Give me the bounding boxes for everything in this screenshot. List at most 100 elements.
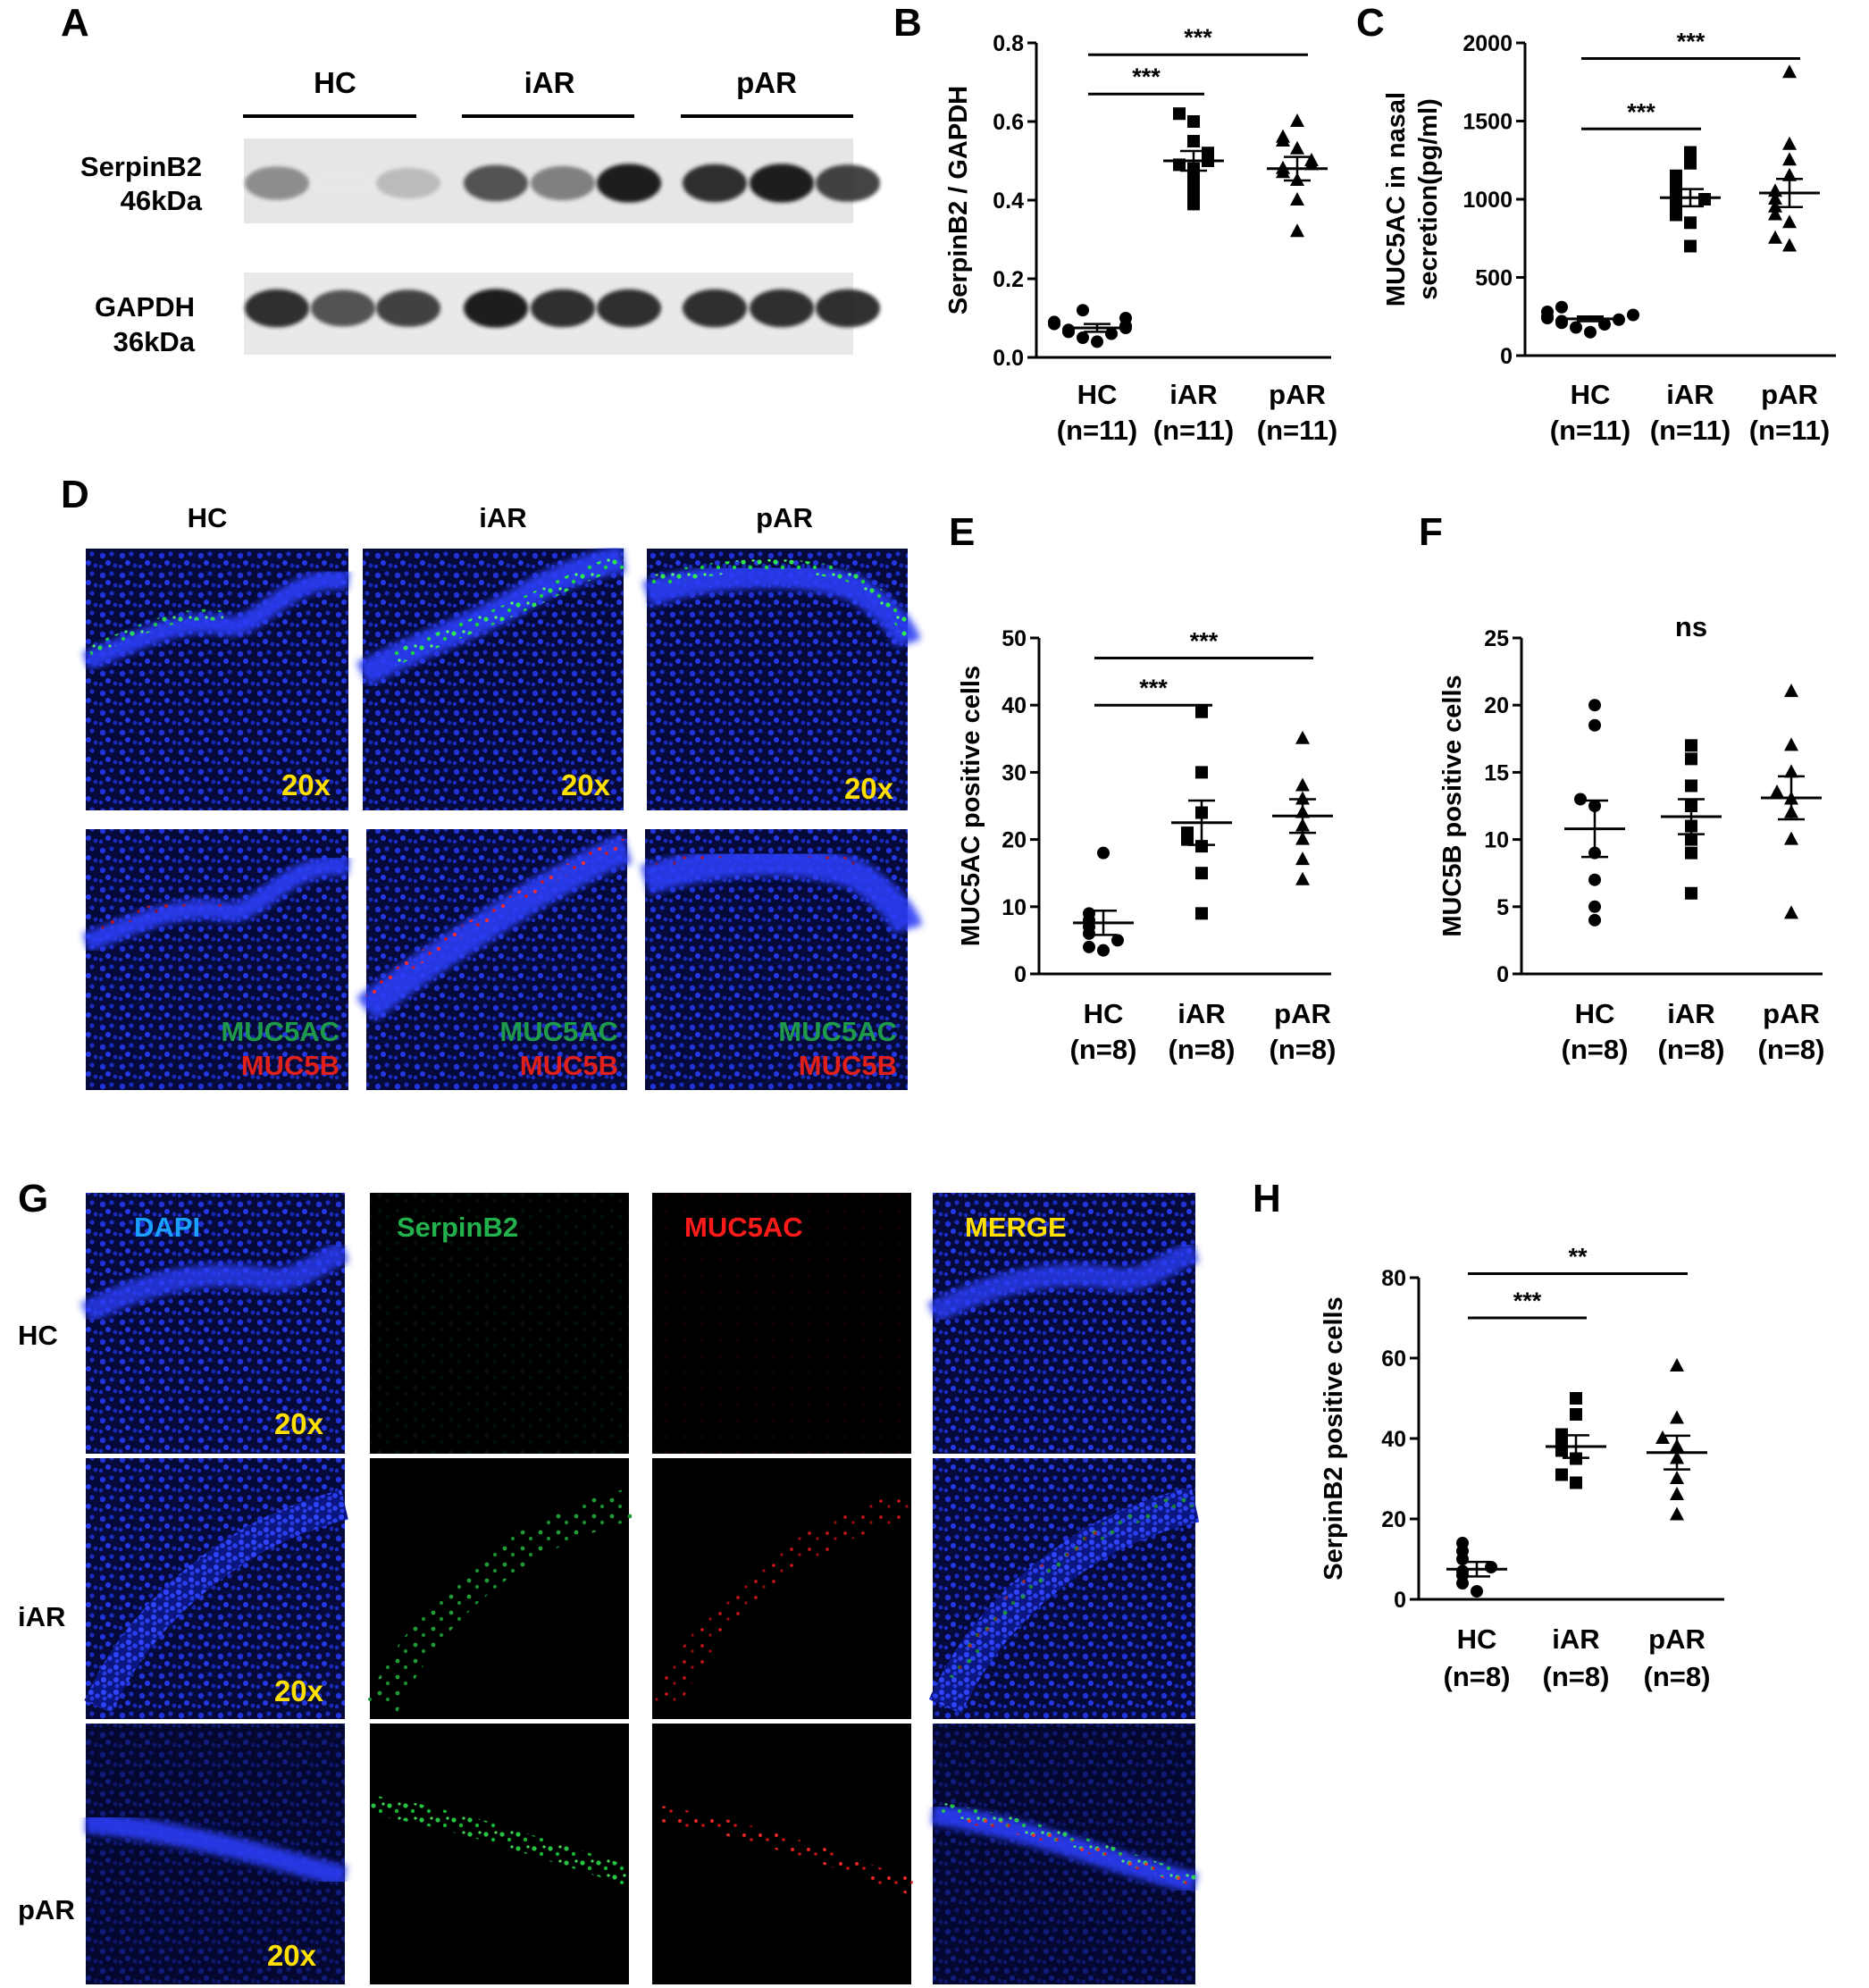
x-tick-label: HC bbox=[1571, 379, 1611, 410]
data-point bbox=[1555, 1468, 1568, 1481]
blot-band bbox=[311, 289, 375, 327]
data-point bbox=[1555, 300, 1568, 314]
data-point bbox=[1588, 718, 1601, 732]
y-tick-label: 5 bbox=[1496, 895, 1509, 920]
data-point bbox=[1570, 1408, 1582, 1421]
data-point bbox=[1195, 705, 1208, 718]
x-tick-n-label: (n=8) bbox=[1070, 1034, 1137, 1065]
data-point bbox=[1195, 766, 1208, 779]
column-label: iAR bbox=[479, 502, 526, 533]
x-tick-label: pAR bbox=[1763, 998, 1820, 1029]
x-tick-n-label: (n=11) bbox=[1057, 415, 1137, 446]
data-point bbox=[1077, 304, 1089, 317]
data-point bbox=[1782, 152, 1797, 166]
significance-label: ** bbox=[1568, 1244, 1588, 1271]
y-tick-label: 10 bbox=[1484, 828, 1509, 853]
x-tick-n-label: (n=11) bbox=[1749, 415, 1830, 446]
data-point bbox=[1295, 730, 1310, 744]
if-image-par-top: 20x bbox=[642, 549, 921, 810]
data-point bbox=[1768, 206, 1782, 221]
data-point bbox=[1195, 840, 1208, 853]
blot-band bbox=[531, 289, 595, 328]
significance-label: ns bbox=[1675, 611, 1707, 642]
data-point bbox=[1173, 107, 1186, 121]
blot-band bbox=[245, 289, 309, 328]
y-axis-label: MUC5AC in nasal bbox=[1382, 92, 1411, 306]
if-row-hc: DAPI SerpinB2 MUC5AC MERGE 20x bbox=[80, 1193, 1200, 1454]
data-point bbox=[1111, 934, 1124, 947]
data-point bbox=[1685, 779, 1697, 793]
panel-h-chart: H 0 20 40 60 80 SerpinB2 positive cells HC (n=8)… bbox=[1253, 1177, 1724, 1692]
x-tick-label: pAR bbox=[1274, 998, 1331, 1029]
blot-band bbox=[464, 164, 528, 202]
blot-band bbox=[464, 289, 528, 328]
data-point bbox=[1574, 793, 1587, 806]
blot-group-label: iAR bbox=[524, 66, 575, 99]
if-row-par: 20x bbox=[85, 1724, 1199, 1984]
x-tick-n-label: (n=8) bbox=[1658, 1034, 1725, 1065]
panel-e-chart: E 0 10 20 30 40 50 MUC5AC positive cells HC (n=8)… bbox=[949, 510, 1336, 1065]
stain-label-muc5b: MUC5B bbox=[520, 1050, 618, 1081]
x-tick-n-label: (n=8) bbox=[1543, 1661, 1610, 1692]
data-point bbox=[1555, 1428, 1568, 1441]
blot-band bbox=[683, 164, 747, 203]
data-point bbox=[1304, 153, 1319, 166]
y-axis-label: SerpinB2 / GAPDH bbox=[944, 86, 973, 315]
data-point bbox=[1684, 216, 1697, 230]
if-row-iar: 20x bbox=[84, 1458, 1200, 1719]
x-tick-label: pAR bbox=[1269, 379, 1326, 410]
x-tick-n-label: (n=11) bbox=[1650, 415, 1731, 446]
data-point bbox=[1295, 831, 1310, 845]
blot-row-name: GAPDH bbox=[95, 291, 195, 323]
magnification-label: 20x bbox=[274, 1674, 324, 1707]
data-point bbox=[1048, 315, 1060, 329]
blot-band bbox=[311, 170, 375, 197]
data-point bbox=[1295, 851, 1310, 866]
x-tick-label: HC bbox=[1077, 379, 1118, 410]
blot-group-label: pAR bbox=[736, 66, 797, 99]
column-label: pAR bbox=[756, 502, 813, 533]
panel-a: A HC iAR pAR SerpinB2 46kDa GAPDH 36kDa bbox=[61, 1, 880, 357]
x-tick-label: HC bbox=[1457, 1623, 1497, 1655]
significance-label: *** bbox=[1184, 24, 1212, 51]
blot-band bbox=[816, 289, 880, 328]
blot-band bbox=[683, 289, 747, 328]
data-point bbox=[1670, 1410, 1684, 1424]
y-tick-label: 60 bbox=[1381, 1346, 1406, 1371]
blot-band bbox=[531, 165, 595, 201]
x-tick-n-label: (n=8) bbox=[1562, 1034, 1629, 1065]
data-point bbox=[1588, 873, 1601, 886]
data-point bbox=[1541, 306, 1554, 318]
y-tick-label: 500 bbox=[1475, 266, 1513, 291]
data-point bbox=[1670, 1506, 1684, 1521]
data-point bbox=[1097, 944, 1110, 957]
data-point bbox=[1784, 764, 1798, 778]
dapi-image bbox=[86, 1193, 345, 1454]
data-point bbox=[1782, 214, 1797, 229]
data-point bbox=[1655, 1430, 1670, 1444]
data-point bbox=[1588, 699, 1601, 712]
data-point bbox=[1588, 913, 1601, 927]
data-point bbox=[1187, 115, 1200, 128]
data-point bbox=[1685, 833, 1697, 846]
y-axis-label: MUC5AC positive cells bbox=[957, 666, 985, 946]
blot-band bbox=[816, 164, 880, 202]
x-tick-label: HC bbox=[1575, 998, 1615, 1029]
data-point bbox=[1684, 146, 1697, 159]
data-point bbox=[1782, 64, 1797, 79]
data-point bbox=[1670, 1487, 1684, 1500]
data-point bbox=[1768, 198, 1782, 213]
data-point bbox=[1471, 1585, 1483, 1598]
data-point bbox=[1295, 871, 1310, 885]
significance-label: *** bbox=[1132, 63, 1161, 90]
data-point bbox=[1119, 312, 1132, 324]
blot-band bbox=[597, 164, 661, 203]
data-point bbox=[1276, 129, 1290, 143]
channel-label: MUC5AC bbox=[684, 1212, 803, 1243]
data-point bbox=[1077, 331, 1089, 344]
x-tick-label: pAR bbox=[1761, 379, 1818, 410]
data-point bbox=[1187, 186, 1200, 199]
channel-label: DAPI bbox=[134, 1212, 200, 1243]
row-label: iAR bbox=[18, 1601, 65, 1632]
